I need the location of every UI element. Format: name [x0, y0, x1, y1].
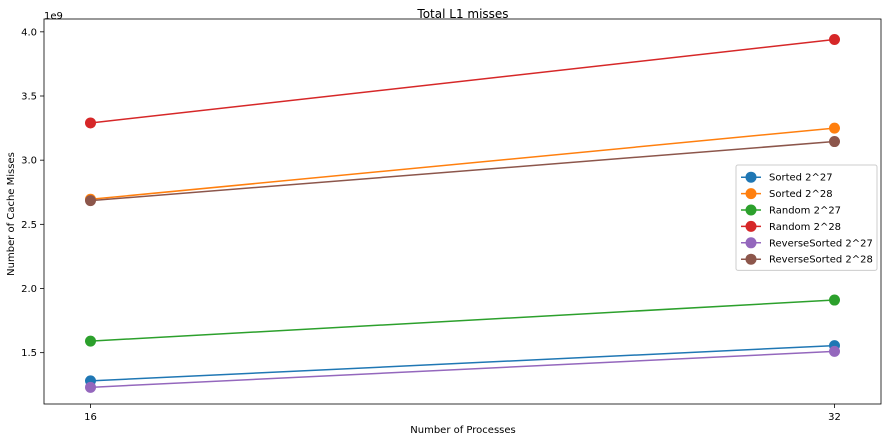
y-axis-title: Number of Cache Misses [6, 152, 17, 276]
axes-frame [43, 18, 882, 405]
data-point [829, 345, 840, 357]
series-line [90, 38, 835, 124]
series-line [90, 127, 835, 201]
legend-label: Sorted 2^28 [769, 189, 833, 200]
data-point [85, 335, 96, 347]
data-point [829, 34, 840, 46]
y-tick-label: 4.0 [21, 27, 37, 38]
data-point [829, 294, 840, 306]
x-tick-label: 32 [828, 412, 841, 423]
x-tick-label: 16 [84, 412, 97, 423]
legend-box [735, 164, 878, 271]
legend-marker [745, 171, 757, 183]
y-offset-label: 1e9 [44, 11, 63, 22]
legend-label: Random 2^28 [769, 222, 841, 233]
plot-area: 1.5 2.0 2.5 3.0 3.5 4.0 16 32 [21, 18, 882, 423]
legend-label: ReverseSorted 2^28 [769, 255, 873, 266]
series-line [90, 350, 835, 389]
legend: Sorted 2^27 Sorted 2^28 Random 2^27 Random … [735, 164, 878, 271]
chart-title: Total L1 misses [416, 7, 508, 21]
y-tick-label: 3.5 [21, 92, 37, 103]
legend-marker [745, 204, 757, 216]
data-point [85, 381, 96, 393]
y-tick-label: 2.5 [21, 220, 37, 231]
series-line [90, 344, 835, 382]
legend-marker [745, 253, 757, 265]
data-point [85, 195, 96, 207]
legend-label: ReverseSorted 2^27 [769, 238, 873, 249]
data-point [829, 136, 840, 148]
data-point [829, 122, 840, 134]
series-line [90, 140, 835, 202]
data-point [85, 117, 96, 129]
legend-marker [745, 237, 757, 249]
legend-marker [745, 220, 757, 232]
series-line [90, 299, 835, 342]
x-axis-title: Number of Processes [410, 425, 515, 436]
legend-label: Random 2^27 [769, 206, 841, 217]
legend-marker [745, 188, 757, 200]
y-tick-label: 1.5 [21, 348, 37, 359]
legend-label: Sorted 2^27 [769, 173, 833, 184]
y-tick-label: 2.0 [21, 284, 37, 295]
y-tick-label: 3.0 [21, 156, 37, 167]
